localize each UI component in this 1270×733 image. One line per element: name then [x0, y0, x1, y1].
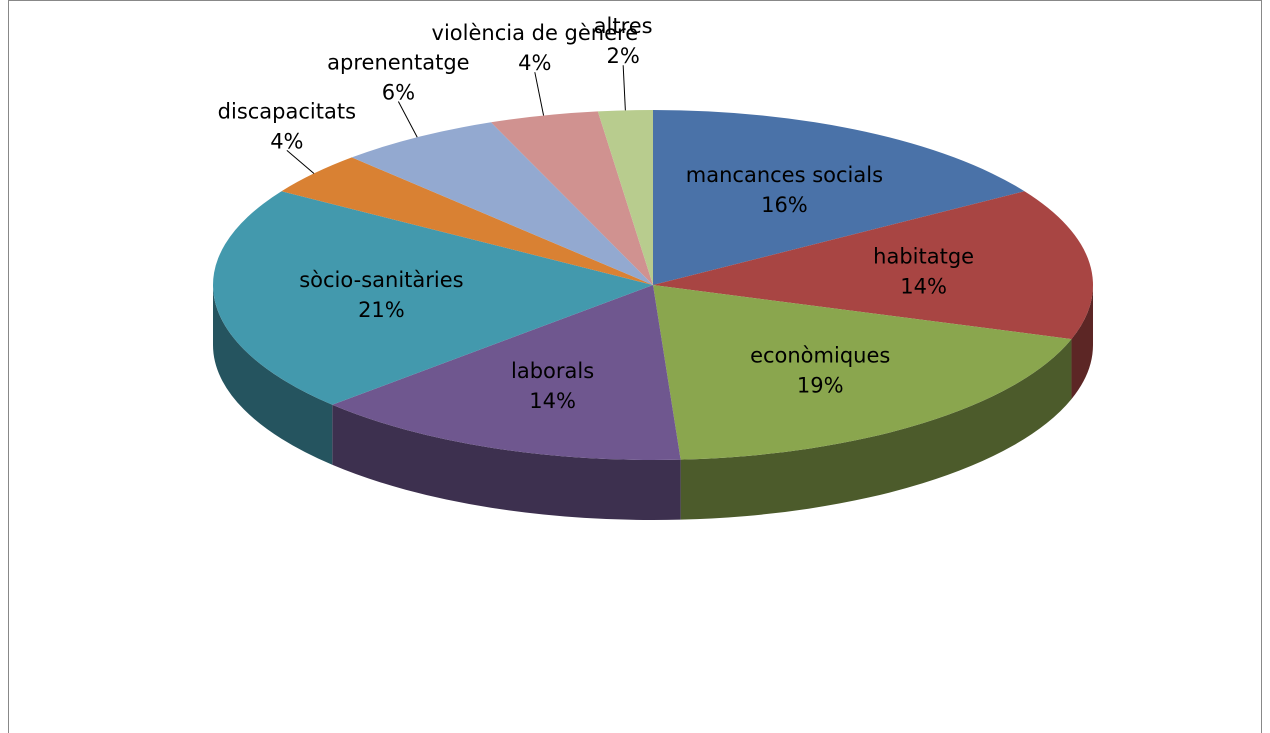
slice [653, 191, 1093, 340]
slice-label: altres [594, 14, 653, 38]
value-label: 2% [606, 44, 639, 68]
value-label: 19% [797, 374, 844, 398]
leader-line [286, 150, 315, 174]
leader-line [622, 65, 626, 111]
value-label: 14% [529, 389, 576, 413]
slice-sides [213, 285, 1093, 520]
slice [491, 111, 653, 285]
value-label: 16% [761, 193, 808, 217]
labels: mancances socials 16% habitatge 14% econòmiq… [218, 14, 974, 413]
slice-side [332, 404, 681, 520]
slice-label: econòmiques [750, 344, 890, 368]
slice-label: laborals [511, 359, 594, 383]
value-label: 21% [358, 298, 405, 322]
value-label: 4% [518, 51, 551, 75]
slice-label: habitatge [873, 244, 974, 268]
leader-line [397, 101, 418, 138]
slice-label: discapacitats [218, 99, 356, 123]
slice [653, 285, 1072, 460]
slice [653, 110, 1025, 285]
slice [332, 285, 681, 460]
slice [351, 122, 653, 285]
slice [281, 157, 653, 285]
slice-label: mancances socials [686, 163, 883, 187]
slice-side [213, 285, 333, 465]
slice-side [1071, 285, 1093, 400]
slice [597, 110, 653, 285]
slice [213, 191, 654, 405]
value-label: 6% [382, 81, 415, 105]
slice-label: sòcio-sanitàries [299, 268, 463, 292]
slice-label: aprenentatge [327, 51, 469, 75]
slice-tops [213, 110, 1093, 460]
slice-label: violència de gènere [432, 21, 639, 45]
leader-line [534, 72, 545, 116]
slice-side [680, 339, 1072, 520]
value-label: 4% [270, 129, 303, 153]
value-label: 14% [900, 274, 947, 298]
